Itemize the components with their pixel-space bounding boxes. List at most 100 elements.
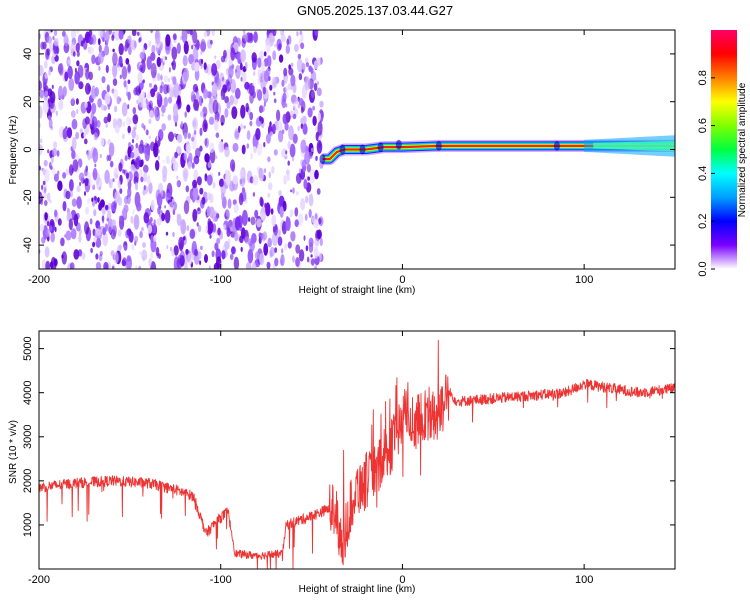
noise-blob xyxy=(98,65,101,71)
noise-blob xyxy=(44,187,47,194)
noise-blob xyxy=(156,56,162,68)
noise-blob xyxy=(138,38,141,43)
noise-blob xyxy=(118,30,124,40)
noise-blob xyxy=(156,91,161,101)
ridge-spot xyxy=(395,139,402,150)
noise-blob xyxy=(61,251,67,265)
noise-blob xyxy=(117,65,121,72)
spectrogram-ytick-label: 0 xyxy=(22,146,34,152)
noise-blob xyxy=(271,123,276,135)
noise-blob xyxy=(199,127,203,136)
noise-blob xyxy=(166,84,170,94)
noise-blob xyxy=(312,105,315,111)
noise-blob xyxy=(246,143,250,149)
noise-blob xyxy=(215,132,220,138)
noise-blob xyxy=(167,114,172,121)
noise-blob xyxy=(229,220,233,228)
noise-blob xyxy=(110,250,115,257)
noise-blob xyxy=(46,220,50,227)
noise-blob xyxy=(207,227,212,235)
noise-blob xyxy=(50,30,53,33)
snr-ytick-label: 5000 xyxy=(22,336,34,360)
noise-blob xyxy=(282,92,287,103)
noise-blob xyxy=(126,255,132,269)
noise-blob xyxy=(163,96,168,108)
noise-blob xyxy=(183,132,188,140)
noise-blob xyxy=(171,46,178,60)
noise-blob xyxy=(93,209,97,217)
noise-blob xyxy=(122,168,125,174)
spectrogram-xtick-label: -200 xyxy=(28,274,50,286)
noise-blob xyxy=(300,139,307,154)
noise-blob xyxy=(198,251,202,260)
noise-blob xyxy=(235,65,241,79)
noise-blob xyxy=(204,173,208,182)
noise-blob xyxy=(176,133,183,143)
noise-blob xyxy=(105,204,109,211)
noise-blob xyxy=(192,47,199,63)
noise-blob xyxy=(165,155,170,165)
noise-blob xyxy=(84,221,90,235)
noise-blob xyxy=(178,103,181,108)
noise-blob xyxy=(224,146,230,158)
noise-blob xyxy=(220,192,225,201)
noise-blob xyxy=(84,191,86,196)
noise-blob xyxy=(295,244,301,254)
noise-blob xyxy=(112,63,118,78)
noise-blob xyxy=(50,231,55,243)
noise-blob xyxy=(78,172,85,182)
noise-blob xyxy=(241,38,246,48)
noise-blob xyxy=(200,51,203,55)
noise-blob xyxy=(209,142,215,153)
noise-blob xyxy=(167,96,173,104)
noise-blob xyxy=(241,209,248,226)
noise-blob xyxy=(75,42,80,53)
noise-blob xyxy=(141,227,144,232)
noise-blob xyxy=(288,64,292,70)
noise-blob xyxy=(168,131,174,142)
noise-blob xyxy=(172,84,178,98)
ridge-spot xyxy=(377,142,384,153)
noise-blob xyxy=(119,188,123,194)
snr-xtick-label: -200 xyxy=(28,574,50,586)
noise-blob xyxy=(112,78,118,86)
noise-blob xyxy=(225,79,230,87)
noise-blob xyxy=(249,111,254,121)
noise-blob xyxy=(192,185,199,201)
noise-blob xyxy=(150,222,157,234)
noise-blob xyxy=(76,196,82,209)
noise-blob xyxy=(47,149,50,154)
noise-blob xyxy=(289,209,294,218)
snr-ytick-label: 2000 xyxy=(22,469,34,493)
noise-blob xyxy=(136,99,139,105)
noise-blob xyxy=(121,66,128,80)
noise-blob xyxy=(150,234,154,243)
noise-blob xyxy=(269,84,273,91)
noise-blob xyxy=(308,193,314,207)
noise-blob xyxy=(84,82,91,95)
noise-blob xyxy=(112,224,117,237)
noise-blob xyxy=(98,30,104,38)
noise-blob xyxy=(300,42,305,50)
noise-blob xyxy=(216,212,219,219)
noise-blob xyxy=(125,172,129,179)
noise-blob xyxy=(303,178,308,190)
noise-blob xyxy=(310,147,314,153)
noise-blob xyxy=(81,252,86,260)
noise-blob xyxy=(214,242,219,251)
noise-blob xyxy=(142,189,146,196)
noise-blob xyxy=(239,62,243,71)
noise-blob xyxy=(216,78,222,91)
noise-blob xyxy=(177,254,183,265)
noise-blob xyxy=(301,69,304,74)
noise-blob xyxy=(245,262,252,269)
noise-blob xyxy=(146,174,151,185)
noise-blob xyxy=(290,62,294,67)
noise-blob xyxy=(97,98,102,108)
noise-blob xyxy=(104,92,111,105)
noise-blob xyxy=(308,65,313,72)
noise-blob xyxy=(263,70,269,83)
noise-blob xyxy=(39,105,43,119)
noise-blob xyxy=(310,90,315,99)
